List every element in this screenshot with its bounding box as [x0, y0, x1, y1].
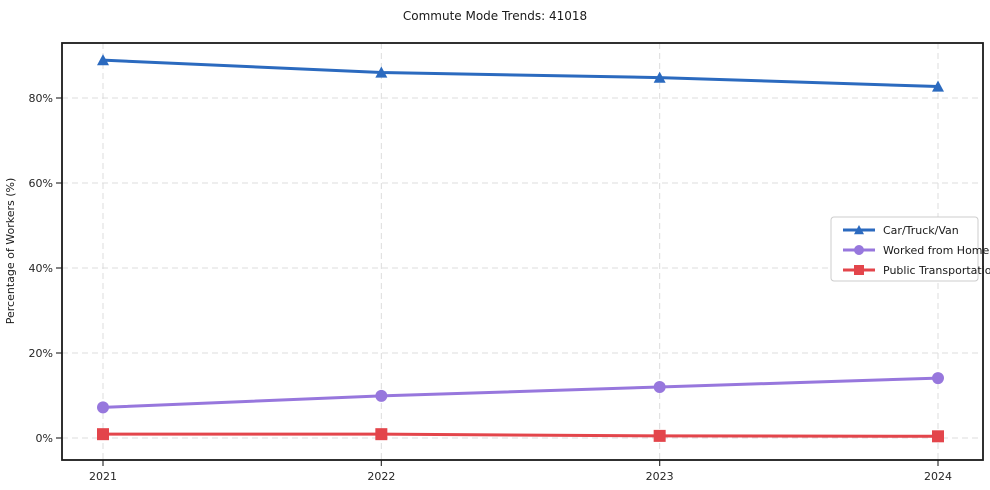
triangle-marker [97, 54, 109, 66]
circle-marker [653, 381, 666, 393]
series-line [101, 376, 940, 409]
data-series [97, 54, 944, 443]
chart-title: Commute Mode Trends: 41018 [403, 9, 587, 23]
triangle-marker [932, 80, 944, 92]
gridlines [62, 43, 983, 460]
legend-item: Car/Truck/Van [843, 224, 959, 237]
circle-marker [932, 372, 944, 385]
y-tick-label: 60% [29, 177, 53, 190]
series-worked-from-home [97, 372, 944, 414]
series-car-truck-van [97, 54, 944, 92]
x-tick-label: 2024 [924, 470, 952, 483]
x-tick-label: 2023 [646, 470, 674, 483]
square-marker [653, 429, 666, 442]
series-line [101, 58, 940, 89]
series-public-transportation [97, 428, 944, 443]
legend: Car/Truck/Van Worked from Home Public Tran… [830, 216, 990, 282]
legend-label: Car/Truck/Van [883, 224, 959, 237]
legend-item: Public Transportation [843, 264, 990, 277]
legend-item: Worked from Home [843, 244, 990, 257]
axes: 0% 20% 40% 60% 80% 2021 2022 2023 2024 [29, 42, 984, 483]
legend-label: Worked from Home [883, 244, 990, 257]
legend-box [830, 216, 979, 282]
y-tick-label: 40% [29, 262, 53, 275]
square-marker [375, 428, 388, 441]
circle-marker [97, 401, 109, 414]
triangle-marker [653, 71, 666, 83]
square-marker [932, 430, 944, 443]
square-marker [854, 265, 864, 275]
plot-frame [61, 42, 984, 461]
circle-marker [854, 245, 864, 255]
x-tick-label: 2021 [89, 470, 117, 483]
legend-label: Public Transportation [883, 264, 990, 277]
series-line [101, 432, 940, 438]
y-axis-label: Percentage of Workers (%) [4, 178, 17, 325]
y-tick-label: 20% [29, 347, 53, 360]
triangle-marker [854, 225, 864, 235]
circle-marker [375, 389, 388, 402]
x-tick-label: 2022 [367, 470, 395, 483]
triangle-marker [375, 66, 388, 78]
y-tick-label: 0% [36, 432, 53, 445]
square-marker [97, 428, 109, 441]
y-tick-label: 80% [29, 92, 53, 105]
